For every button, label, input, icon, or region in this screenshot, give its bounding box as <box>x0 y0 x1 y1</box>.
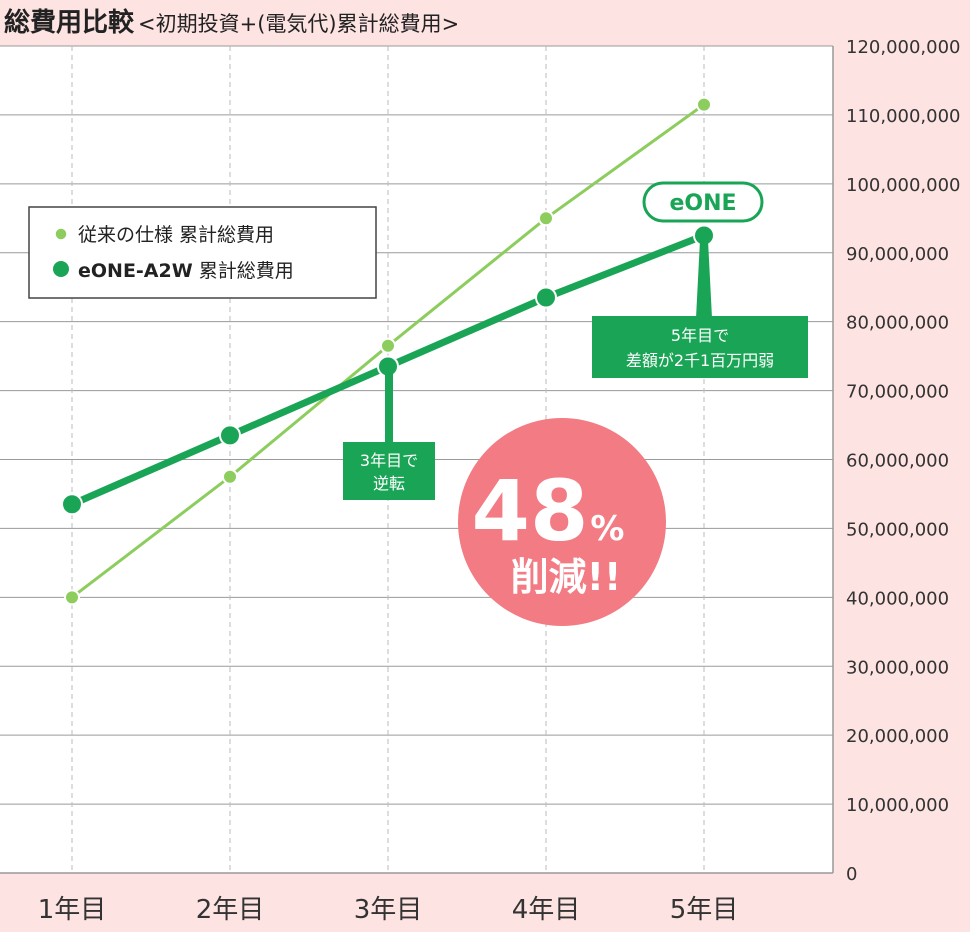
x-tick-label: 5年目 <box>670 895 739 925</box>
series-point-conventional <box>64 589 80 606</box>
difference-callout: 5年目で 差額が2千1百万円弱 <box>592 316 808 378</box>
y-tick-label: 10,000,000 <box>846 795 949 816</box>
reduction-percent: % <box>590 509 624 549</box>
x-axis-ticks: 1年目 2年目 3年目 4年目 5年目 <box>38 895 739 925</box>
y-tick-label: 50,000,000 <box>846 519 949 540</box>
x-tick-label: 3年目 <box>354 895 423 925</box>
crossover-callout-pointer <box>385 372 393 450</box>
legend-conventional-label: 従来の仕様 累計総費用 <box>78 224 274 246</box>
difference-callout-pointer <box>696 240 712 318</box>
x-tick-label: 1年目 <box>38 895 107 925</box>
y-tick-label: 70,000,000 <box>846 382 949 403</box>
series-group <box>61 96 715 606</box>
eone-badge-text: eONE <box>669 191 736 216</box>
series-point-conventional <box>380 337 396 354</box>
series-point-conventional <box>696 96 712 113</box>
y-tick-label: 80,000,000 <box>846 313 949 334</box>
y-axis-ticks: 0 10,000,000 20,000,000 30,000,000 40,000,00… <box>846 37 961 885</box>
difference-callout-line2: 差額が2千1百万円弱 <box>626 351 774 370</box>
y-tick-label: 120,000,000 <box>846 37 961 58</box>
y-tick-label: 110,000,000 <box>846 106 961 127</box>
crossover-callout: 3年目で 逆転 <box>343 442 435 500</box>
legend-conventional-marker <box>54 227 68 241</box>
series-point-eone <box>61 493 83 516</box>
y-tick-label: 20,000,000 <box>846 726 949 747</box>
y-tick-label: 90,000,000 <box>846 244 949 265</box>
difference-callout-line1: 5年目で <box>671 326 729 345</box>
reduction-burst: 48% 削減!! <box>458 418 666 626</box>
reduction-number: 48% <box>472 462 625 560</box>
y-tick-label: 30,000,000 <box>846 657 949 678</box>
series-point-eone <box>219 424 241 447</box>
x-tick-label: 4年目 <box>512 895 581 925</box>
x-tick-label: 2年目 <box>196 895 265 925</box>
chart-title: 総費用比較 <初期投資+(電気代)累計総費用> <box>4 7 459 38</box>
y-tick-label: 0 <box>846 864 857 885</box>
eone-badge: eONE <box>642 181 764 223</box>
y-tick-label: 100,000,000 <box>846 175 961 196</box>
y-tick-label: 40,000,000 <box>846 588 949 609</box>
series-point-conventional <box>538 210 554 227</box>
legend-eone-label: eONE-A2W 累計総費用 <box>78 260 294 282</box>
chart-subtitle: <初期投資+(電気代)累計総費用> <box>138 12 459 36</box>
crossover-callout-line1: 3年目で <box>360 451 418 470</box>
legend-eone-marker <box>51 259 71 279</box>
crossover-callout-line2: 逆転 <box>373 474 405 493</box>
series-point-eone <box>535 286 557 309</box>
series-point-conventional <box>222 468 238 485</box>
legend: 従来の仕様 累計総費用 eONE-A2W 累計総費用 <box>28 206 377 299</box>
reduction-word: 削減!! <box>511 555 622 599</box>
chart-title-main: 総費用比較 <box>4 7 135 38</box>
y-tick-label: 60,000,000 <box>846 451 949 472</box>
